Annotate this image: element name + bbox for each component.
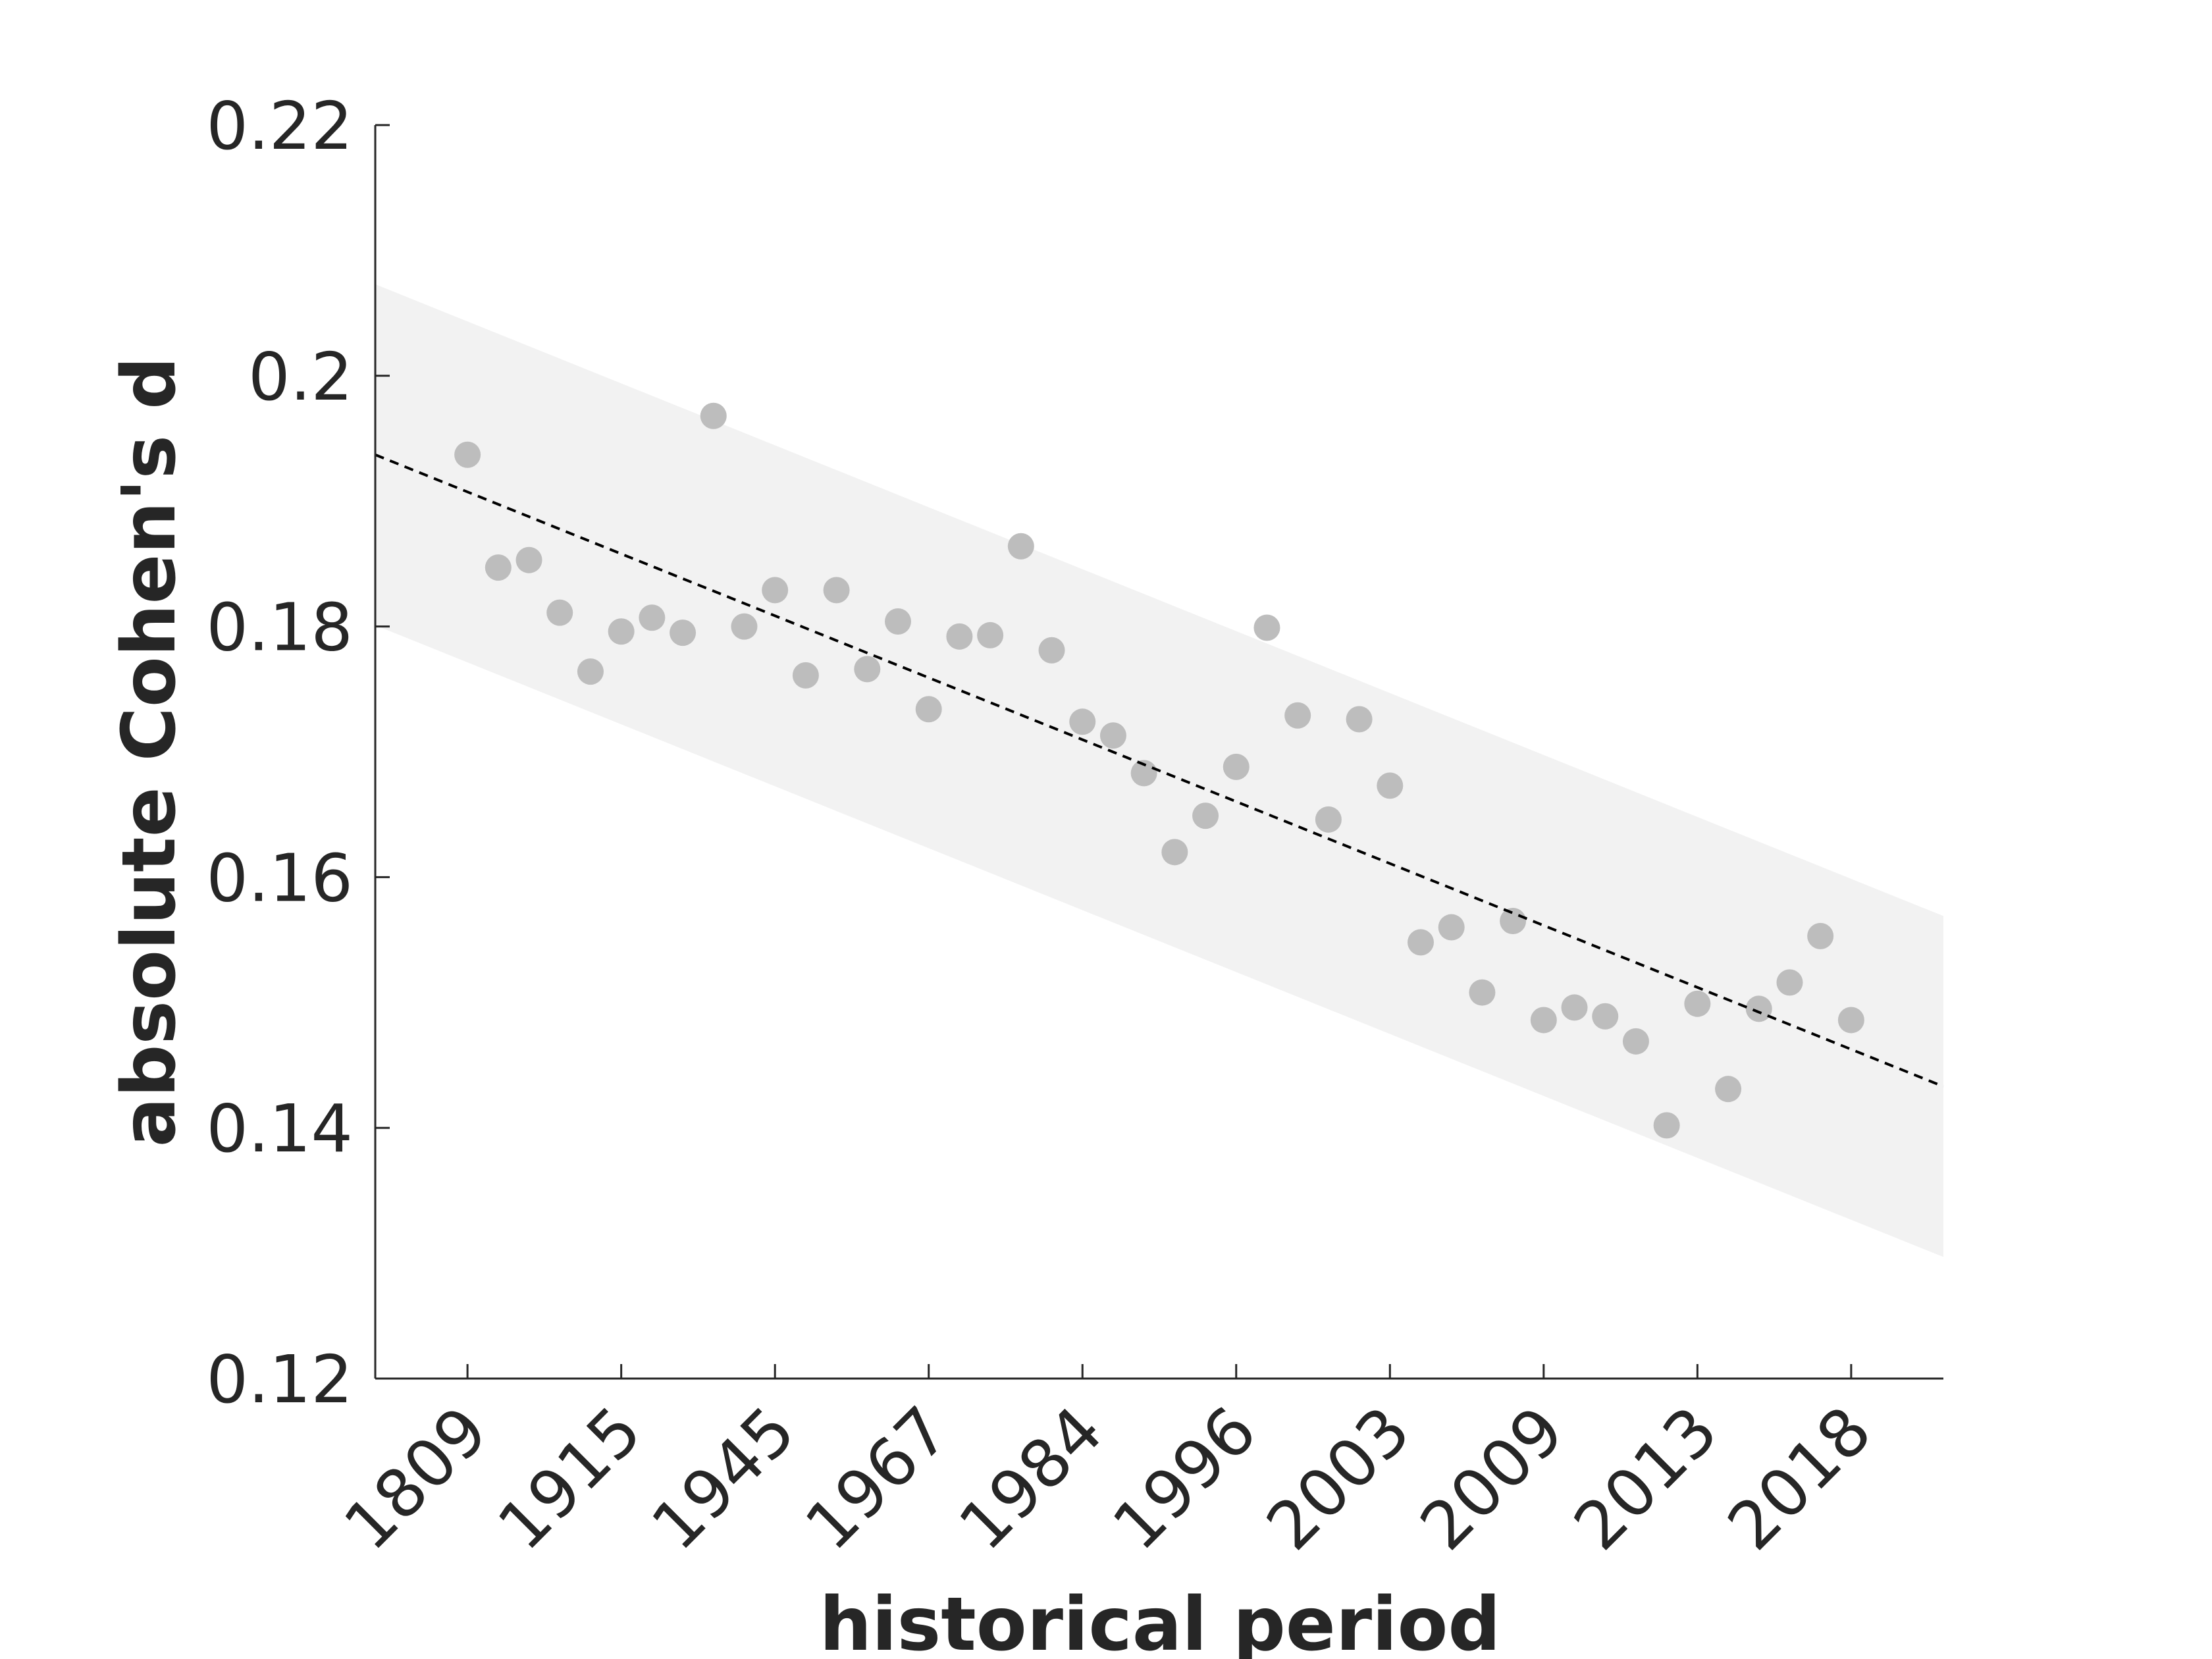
y-tick-label: 0.22 bbox=[206, 88, 353, 165]
data-point bbox=[485, 554, 512, 581]
axes bbox=[374, 125, 1943, 1380]
data-point bbox=[1377, 772, 1404, 799]
data-point bbox=[1099, 722, 1126, 749]
x-tick-label: 2009 bbox=[1406, 1392, 1579, 1565]
data-point bbox=[608, 618, 635, 645]
data-point bbox=[1284, 702, 1311, 729]
data-point bbox=[1130, 760, 1157, 787]
x-tick-label: 2018 bbox=[1713, 1392, 1886, 1565]
data-point bbox=[762, 577, 789, 604]
data-point bbox=[1346, 706, 1373, 733]
x-tick-label: 2013 bbox=[1560, 1392, 1733, 1565]
data-point bbox=[454, 441, 481, 468]
data-point bbox=[700, 402, 727, 429]
data-point bbox=[946, 623, 973, 650]
data-point bbox=[1007, 533, 1034, 560]
data-point bbox=[1161, 839, 1188, 866]
data-point bbox=[670, 619, 697, 646]
data-point bbox=[792, 662, 819, 689]
data-point bbox=[885, 608, 911, 635]
y-tick-label: 0.18 bbox=[206, 589, 353, 666]
data-point bbox=[1408, 929, 1434, 956]
x-tick-label: 2003 bbox=[1252, 1392, 1425, 1565]
data-point bbox=[1807, 922, 1834, 949]
data-point bbox=[1653, 1112, 1680, 1139]
y-tick-label: 0.16 bbox=[206, 839, 353, 916]
y-axis-title: absolute Cohen's d bbox=[107, 357, 192, 1147]
data-point bbox=[1684, 990, 1711, 1017]
data-point bbox=[515, 546, 542, 573]
data-point bbox=[1622, 1028, 1649, 1055]
data-point bbox=[1561, 994, 1588, 1021]
data-point bbox=[1530, 1007, 1557, 1034]
data-point bbox=[1745, 995, 1772, 1022]
x-tick-label: 1996 bbox=[1098, 1392, 1271, 1565]
x-tick-label: 1915 bbox=[483, 1392, 656, 1565]
data-point bbox=[854, 656, 881, 683]
data-points-layer bbox=[454, 402, 1864, 1139]
y-tick-label: 0.14 bbox=[206, 1090, 353, 1167]
data-point bbox=[1592, 1003, 1619, 1030]
data-point bbox=[1837, 1007, 1864, 1034]
data-point bbox=[1715, 1076, 1742, 1103]
data-point bbox=[577, 658, 604, 685]
x-tick-label: 1984 bbox=[945, 1392, 1118, 1565]
data-point bbox=[731, 613, 758, 640]
x-axis-title: historical period bbox=[819, 1582, 1500, 1659]
data-point bbox=[546, 599, 573, 626]
y-tick-label: 0.2 bbox=[248, 338, 353, 415]
y-ticks: 0.12 0.14 0.16 0.18 0.2 0.22 bbox=[206, 88, 390, 1418]
data-point bbox=[1253, 614, 1280, 641]
data-point bbox=[977, 621, 1004, 648]
data-point bbox=[1315, 806, 1342, 833]
data-point bbox=[1500, 908, 1527, 935]
data-point bbox=[915, 696, 942, 723]
x-tick-label: 1809 bbox=[329, 1392, 502, 1565]
trend-line-layer bbox=[375, 453, 1944, 1088]
x-tick-label: 1967 bbox=[791, 1392, 964, 1565]
data-point bbox=[1438, 914, 1465, 941]
data-point bbox=[639, 604, 666, 631]
data-point bbox=[1069, 708, 1096, 735]
data-point bbox=[1469, 979, 1496, 1006]
y-tick-label: 0.12 bbox=[206, 1341, 353, 1418]
data-point bbox=[1223, 753, 1250, 780]
data-point bbox=[1776, 969, 1803, 996]
data-point bbox=[1038, 637, 1065, 664]
trend-line bbox=[375, 453, 1944, 1088]
data-point bbox=[1192, 803, 1219, 830]
data-point bbox=[823, 577, 850, 604]
x-tick-label: 1945 bbox=[637, 1392, 810, 1565]
